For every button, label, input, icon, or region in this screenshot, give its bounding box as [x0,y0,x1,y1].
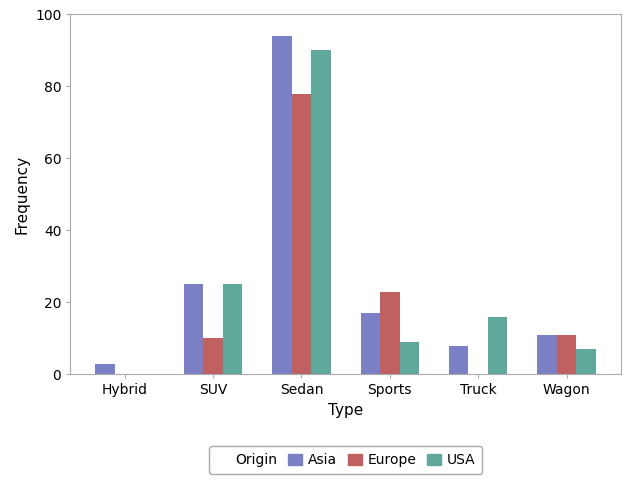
Bar [311,50,331,374]
Bar [272,36,292,374]
Bar [184,284,204,374]
Legend: Origin, Asia, Europe, USA: Origin, Asia, Europe, USA [209,446,483,474]
Bar [577,349,596,374]
Bar [223,284,242,374]
Y-axis label: Frequency: Frequency [15,155,29,234]
Bar [449,346,468,374]
Bar [204,338,223,374]
Bar [95,364,115,374]
Bar [380,292,399,374]
Bar [399,342,419,374]
X-axis label: Type: Type [328,403,364,418]
Bar [538,335,557,374]
Bar [292,94,311,374]
Bar [557,335,577,374]
Bar [488,317,508,374]
Bar [360,313,380,374]
